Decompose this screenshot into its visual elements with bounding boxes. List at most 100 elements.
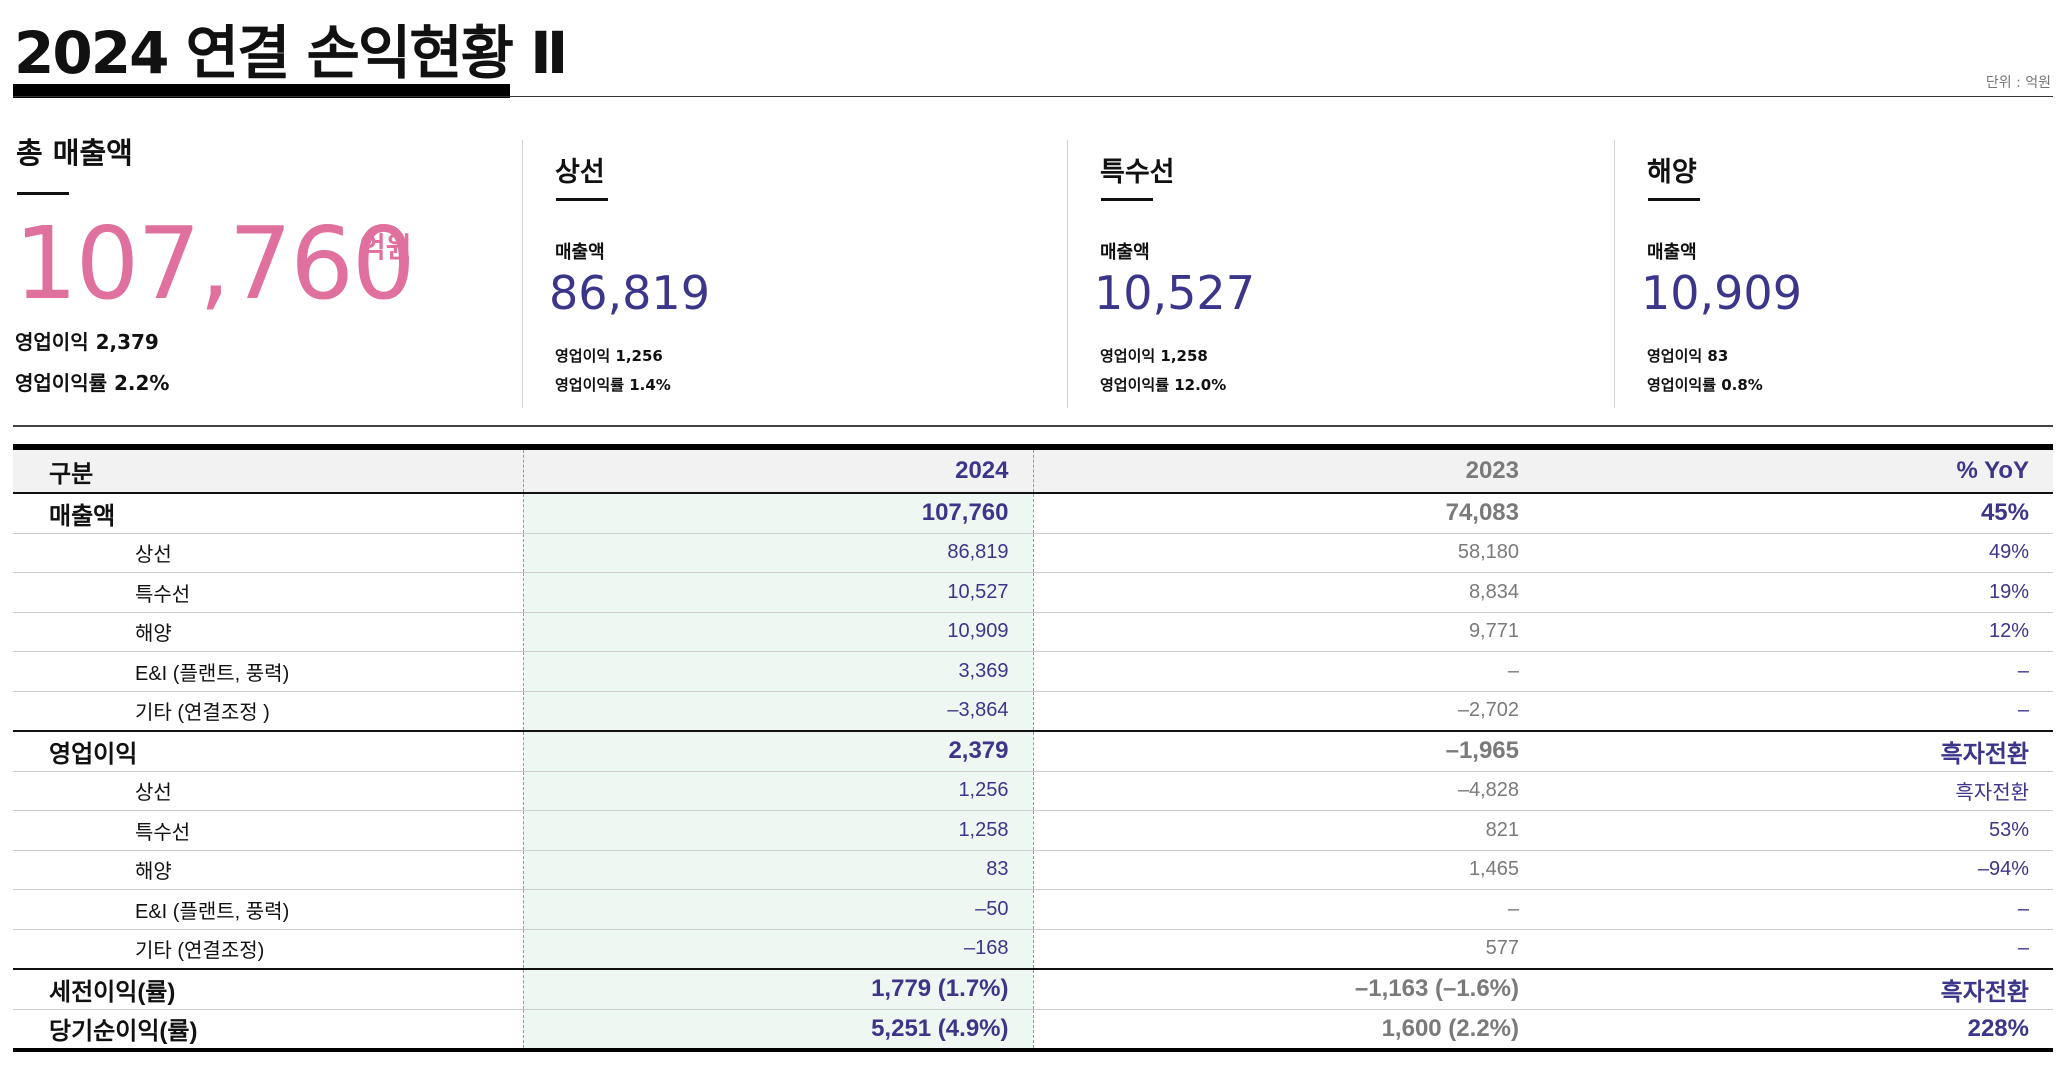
cell-yoy: 흑자전환 bbox=[1543, 771, 2053, 811]
segment-op-profit: 영업이익 1,258 bbox=[1100, 347, 1208, 365]
cell-2024: 5,251 (4.9%) bbox=[522, 1009, 1034, 1052]
table-header-row: 구분 2024 2023 % YoY bbox=[13, 447, 2053, 494]
table-row: 세전이익(률) 1,779 (1.7%) –1,163 (–1.6%) 흑자전환 bbox=[13, 969, 2053, 1010]
table-row: 당기순이익(률) 5,251 (4.9%) 1,600 (2.2%) 228% bbox=[13, 1009, 2053, 1052]
cell-2023: –2,702 bbox=[1033, 691, 1543, 732]
segment-name: 특수선 bbox=[1100, 157, 1175, 188]
table-row: 기타 (연결조정) –168 577 – bbox=[13, 929, 2053, 970]
section-divider bbox=[13, 425, 2053, 427]
table-row: 상선 1,256 –4,828 흑자전환 bbox=[13, 771, 2053, 811]
table-row: E&I (플랜트, 풍력) –50 – – bbox=[13, 889, 2053, 930]
row-label: 매출액 bbox=[13, 493, 523, 534]
total-revenue-card: 총 매출액 107,760 억원 영업이익 2,379 영업이익률 2.2% bbox=[14, 130, 514, 415]
cell-2023: –4,828 bbox=[1033, 771, 1543, 811]
cell-2024: 86,819 bbox=[522, 533, 1034, 573]
cell-yoy: 흑자전환 bbox=[1543, 731, 2053, 772]
total-revenue-unit: 억원 bbox=[360, 231, 412, 264]
table-row: 매출액 107,760 74,083 45% bbox=[13, 493, 2053, 534]
segment-op-margin: 영업이익률 0.8% bbox=[1647, 376, 1763, 394]
cell-yoy: 흑자전환 bbox=[1543, 969, 2053, 1010]
total-dash bbox=[17, 192, 69, 195]
table-row: 특수선 10,527 8,834 19% bbox=[13, 572, 2053, 613]
cell-yoy: – bbox=[1543, 691, 2053, 732]
row-label: 상선 bbox=[13, 533, 523, 573]
row-label: 특수선 bbox=[13, 572, 523, 613]
total-op-margin: 영업이익률 2.2% bbox=[15, 371, 170, 395]
cell-2024: 2,379 bbox=[522, 731, 1034, 772]
cell-2024: 107,760 bbox=[522, 493, 1034, 534]
page-title: 2024 연결 손익현황 Ⅱ bbox=[14, 19, 568, 87]
segment-card-special: 특수선 매출액 10,527 영업이익 1,258 영업이익률 12.0% bbox=[1067, 140, 1608, 408]
cell-2023: 1,600 (2.2%) bbox=[1033, 1009, 1543, 1052]
income-table: 구분 2024 2023 % YoY 매출액 107,760 74,083 45… bbox=[13, 444, 2053, 1052]
row-label: 영업이익 bbox=[13, 731, 523, 772]
cell-2023: 58,180 bbox=[1033, 533, 1543, 573]
segment-op-profit: 영업이익 83 bbox=[1647, 347, 1729, 365]
total-op-profit: 영업이익 2,379 bbox=[15, 330, 159, 354]
table-row: 영업이익 2,379 –1,965 흑자전환 bbox=[13, 731, 2053, 772]
cell-yoy: 228% bbox=[1543, 1009, 2053, 1052]
segment-revenue-label: 매출액 bbox=[1100, 242, 1150, 263]
segment-name: 상선 bbox=[555, 157, 605, 188]
segment-op-profit: 영업이익 1,256 bbox=[555, 347, 663, 365]
segment-dash bbox=[556, 198, 608, 201]
row-label: 해양 bbox=[13, 850, 523, 890]
row-label: E&I (플랜트, 풍력) bbox=[13, 889, 523, 930]
table-row: E&I (플랜트, 풍력) 3,369 – – bbox=[13, 651, 2053, 692]
cell-2023: 1,465 bbox=[1033, 850, 1543, 890]
cell-2023: 821 bbox=[1033, 810, 1543, 851]
row-label: 해양 bbox=[13, 612, 523, 652]
cell-2024: 10,527 bbox=[522, 572, 1034, 613]
cell-2024: –50 bbox=[522, 889, 1034, 930]
cell-yoy: – bbox=[1543, 889, 2053, 930]
segment-dash bbox=[1101, 198, 1153, 201]
cell-yoy: 45% bbox=[1543, 493, 2053, 534]
row-label: 세전이익(률) bbox=[13, 969, 523, 1010]
cell-2023: 8,834 bbox=[1033, 572, 1543, 613]
segment-revenue-value: 10,527 bbox=[1094, 266, 1255, 320]
row-label: 특수선 bbox=[13, 810, 523, 851]
title-rule bbox=[13, 96, 2053, 97]
cell-2023: – bbox=[1033, 651, 1543, 692]
segment-revenue-value: 86,819 bbox=[549, 266, 710, 320]
cell-2023: 74,083 bbox=[1033, 493, 1543, 534]
cell-2023: 9,771 bbox=[1033, 612, 1543, 652]
row-label: 기타 (연결조정) bbox=[13, 929, 523, 970]
cell-2023: –1,965 bbox=[1033, 731, 1543, 772]
cell-yoy: – bbox=[1543, 651, 2053, 692]
summary-panel: 총 매출액 107,760 억원 영업이익 2,379 영업이익률 2.2% 상… bbox=[14, 130, 2054, 415]
cell-yoy: 12% bbox=[1543, 612, 2053, 652]
segment-card-merchant: 상선 매출액 86,819 영업이익 1,256 영업이익률 1.4% bbox=[522, 140, 1063, 408]
cell-2024: 1,256 bbox=[522, 771, 1034, 811]
total-revenue-value: 107,760 bbox=[14, 205, 416, 322]
header-2023: 2023 bbox=[1033, 447, 1543, 494]
cell-2024: 1,258 bbox=[522, 810, 1034, 851]
segment-dash bbox=[1648, 198, 1700, 201]
row-label: 기타 (연결조정 ) bbox=[13, 691, 523, 732]
segment-op-margin: 영업이익률 1.4% bbox=[555, 376, 671, 394]
segment-revenue-label: 매출액 bbox=[1647, 242, 1697, 263]
cell-yoy: –94% bbox=[1543, 850, 2053, 890]
segment-name: 해양 bbox=[1647, 157, 1697, 188]
row-label: 상선 bbox=[13, 771, 523, 811]
row-label: 당기순이익(률) bbox=[13, 1009, 523, 1052]
cell-2023: –1,163 (–1.6%) bbox=[1033, 969, 1543, 1010]
cell-2024: –168 bbox=[522, 929, 1034, 970]
header-2024: 2024 bbox=[522, 447, 1034, 494]
cell-yoy: – bbox=[1543, 929, 2053, 970]
row-label: E&I (플랜트, 풍력) bbox=[13, 651, 523, 692]
table-row: 해양 10,909 9,771 12% bbox=[13, 612, 2053, 652]
segment-revenue-label: 매출액 bbox=[555, 242, 605, 263]
table-row: 상선 86,819 58,180 49% bbox=[13, 533, 2053, 573]
cell-2023: – bbox=[1033, 889, 1543, 930]
cell-yoy: 19% bbox=[1543, 572, 2053, 613]
cell-2024: –3,864 bbox=[522, 691, 1034, 732]
header-yoy: % YoY bbox=[1543, 447, 2053, 494]
cell-yoy: 49% bbox=[1543, 533, 2053, 573]
table-row: 특수선 1,258 821 53% bbox=[13, 810, 2053, 851]
header-category: 구분 bbox=[13, 447, 523, 494]
title-underline-bar bbox=[13, 84, 510, 98]
cell-2024: 3,369 bbox=[522, 651, 1034, 692]
segment-op-margin: 영업이익률 12.0% bbox=[1100, 376, 1227, 394]
table-row: 해양 83 1,465 –94% bbox=[13, 850, 2053, 890]
